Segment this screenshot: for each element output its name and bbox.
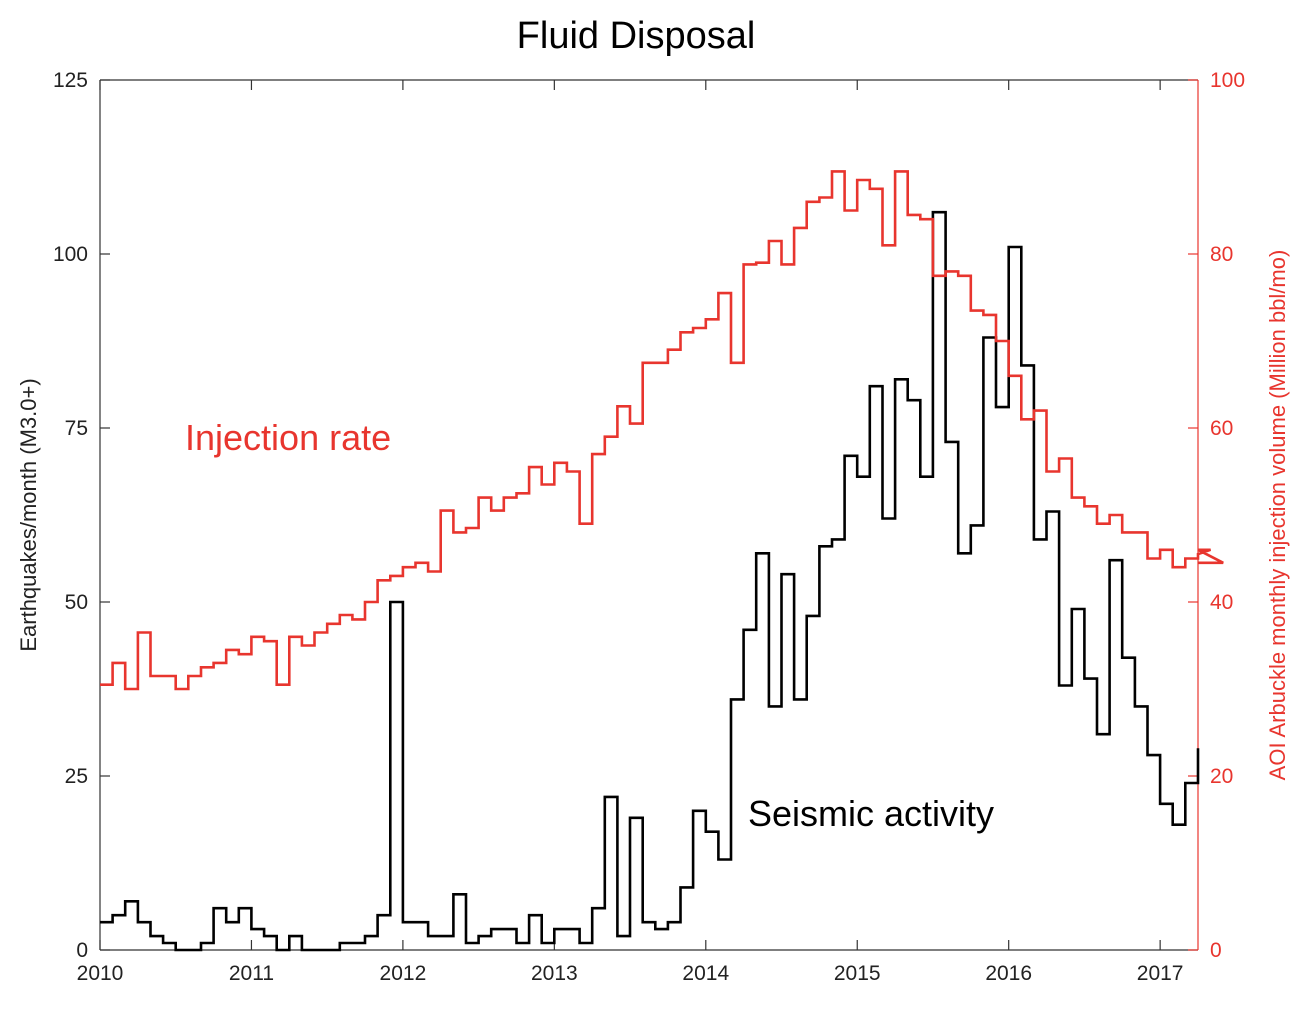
left-axis-label: Earthquakes/month (M3.0+) — [16, 378, 41, 651]
left-y-tick-label: 100 — [53, 243, 88, 266]
x-tick-label: 2016 — [985, 962, 1032, 985]
left-y-tick-label: 50 — [65, 591, 88, 614]
left-y-tick-label: 25 — [65, 765, 88, 788]
x-tick-label: 2012 — [380, 962, 427, 985]
chart-title: Fluid Disposal — [517, 15, 756, 57]
right-y-tick-label: 0 — [1210, 939, 1222, 962]
x-tick-label: 2011 — [229, 962, 274, 985]
x-tick-label: 2013 — [531, 962, 578, 985]
right-y-tick-label: 40 — [1210, 591, 1233, 614]
left-y-tick-label: 0 — [76, 939, 88, 962]
injection-rate-series-line — [100, 170, 1224, 691]
right-axis-label: AOI Arbuckle monthly injection volume (M… — [1265, 250, 1290, 781]
x-tick-label: 2010 — [77, 962, 124, 985]
seismic-activity-annotation: Seismic activity — [748, 793, 994, 834]
seismic-activity-series-line — [100, 210, 1200, 952]
left-y-tick-label: 75 — [65, 417, 88, 440]
right-y-tick-label: 20 — [1210, 765, 1233, 788]
x-tick-label: 2017 — [1137, 962, 1184, 985]
right-y-tick-label: 60 — [1210, 417, 1233, 440]
x-tick-label: 2014 — [682, 962, 729, 985]
left-y-tick-label: 125 — [53, 69, 88, 92]
right-y-tick-label: 80 — [1210, 243, 1233, 266]
right-y-tick-label: 100 — [1210, 69, 1245, 92]
injection-rate-annotation: Injection rate — [185, 417, 391, 458]
x-tick-label: 2015 — [834, 962, 881, 985]
